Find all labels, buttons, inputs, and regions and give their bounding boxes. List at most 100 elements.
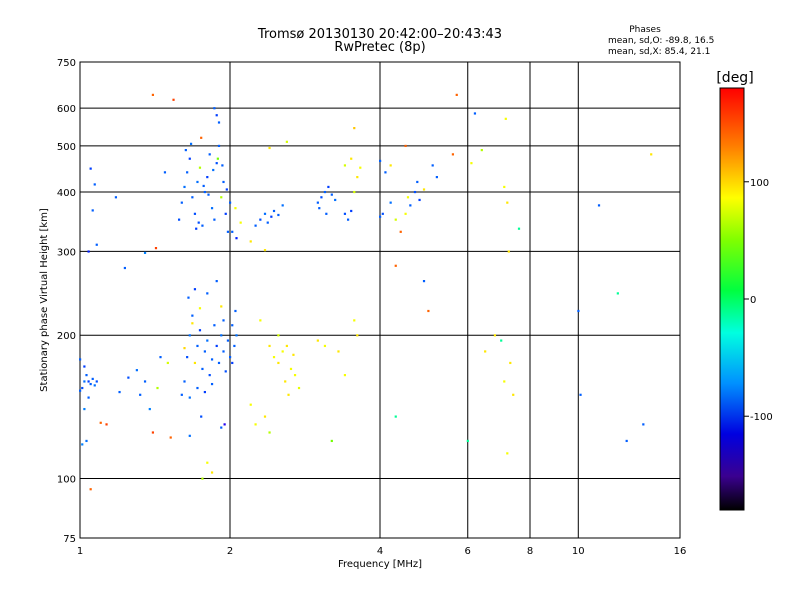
data-point — [259, 218, 262, 221]
data-point — [272, 356, 276, 359]
data-point — [512, 393, 515, 396]
data-point — [79, 358, 82, 361]
data-point — [186, 171, 189, 174]
data-point — [201, 224, 204, 227]
data-point — [394, 415, 397, 418]
data-point — [196, 180, 199, 184]
data-point — [123, 266, 126, 270]
data-point — [270, 215, 273, 218]
data-point — [217, 144, 221, 148]
data-point — [229, 201, 232, 204]
plot-frame — [79, 61, 681, 539]
x-tick-label: 8 — [527, 546, 533, 557]
data-point — [318, 207, 321, 210]
data-point — [183, 380, 186, 383]
data-point — [177, 218, 181, 221]
data-point — [504, 117, 507, 120]
data-point — [268, 146, 271, 150]
data-point — [206, 461, 209, 464]
data-point — [213, 218, 216, 221]
data-point — [91, 209, 94, 212]
data-point — [289, 367, 293, 371]
data-point — [81, 443, 84, 446]
data-point — [220, 334, 223, 337]
data-point — [281, 204, 284, 207]
data-point — [239, 221, 242, 224]
data-point — [216, 157, 219, 160]
data-point — [83, 380, 86, 383]
colorbar — [719, 87, 745, 511]
chart-subtitle: RwPretec (8p) — [334, 40, 425, 55]
data-point — [208, 374, 211, 377]
data-point — [625, 439, 628, 443]
data-point — [503, 185, 506, 189]
data-point — [616, 292, 619, 295]
data-point — [91, 377, 94, 381]
data-point — [350, 209, 353, 213]
data-point — [284, 380, 287, 383]
data-point — [507, 250, 510, 253]
x-tick-label: 10 — [572, 546, 585, 557]
data-point — [201, 477, 204, 480]
data-point — [435, 175, 438, 179]
data-point — [409, 204, 412, 207]
data-point — [353, 190, 356, 194]
data-point — [83, 365, 86, 368]
data-point — [221, 164, 224, 167]
x-tick-label: 16 — [674, 546, 687, 557]
data-point — [427, 309, 430, 313]
data-point — [200, 136, 203, 139]
data-point — [166, 361, 169, 365]
data-point — [346, 218, 350, 221]
y-tick-label: 750 — [57, 58, 76, 69]
data-point — [404, 144, 407, 148]
y-axis-label: Stationary phase Virtual Height [km] — [39, 208, 50, 392]
data-point — [223, 423, 226, 426]
data-point — [226, 339, 230, 342]
data-point — [399, 230, 402, 233]
data-point — [212, 168, 215, 172]
data-point — [220, 196, 223, 199]
data-point — [222, 319, 225, 322]
grid — [80, 62, 680, 538]
data-point — [191, 196, 194, 199]
stats-title: Phases — [629, 25, 661, 35]
y-tick-label: 100 — [57, 475, 76, 486]
x-tick-label: 2 — [227, 546, 233, 557]
data-point — [233, 344, 236, 348]
data-point — [210, 207, 214, 210]
data-point — [268, 344, 271, 348]
data-point — [118, 390, 121, 394]
data-point — [226, 230, 230, 233]
y-axis-ticks: 75 100 200 300 400 500 600 750 — [57, 58, 76, 545]
data-point — [195, 227, 198, 230]
x-axis-ticks: 1 2 4 6 8 10 16 — [77, 546, 687, 557]
data-point — [95, 380, 98, 383]
data-point — [189, 142, 193, 145]
data-point — [356, 175, 359, 179]
data-point — [206, 339, 209, 342]
colorbar-tick-label: -100 — [750, 412, 773, 423]
data-point — [193, 212, 197, 215]
data-point — [79, 389, 82, 392]
data-point — [200, 415, 203, 418]
data-point — [93, 384, 96, 387]
data-point — [231, 361, 234, 365]
data-point — [287, 393, 290, 396]
data-point — [93, 183, 96, 186]
colorbar-label: [deg] — [716, 70, 753, 86]
y-tick-label: 75 — [63, 534, 76, 545]
data-point — [224, 370, 227, 373]
data-point — [330, 439, 333, 443]
data-point — [517, 227, 521, 230]
data-point — [277, 361, 280, 365]
data-point — [418, 198, 421, 202]
data-point — [285, 344, 288, 348]
data-point — [206, 175, 209, 179]
data-point — [451, 153, 455, 156]
data-point — [381, 212, 384, 215]
stats-o-mode: mean, sd,O: -89.8, 16.5 — [608, 36, 714, 46]
data-point — [159, 356, 162, 359]
data-point — [163, 171, 167, 174]
data-point — [431, 164, 434, 167]
